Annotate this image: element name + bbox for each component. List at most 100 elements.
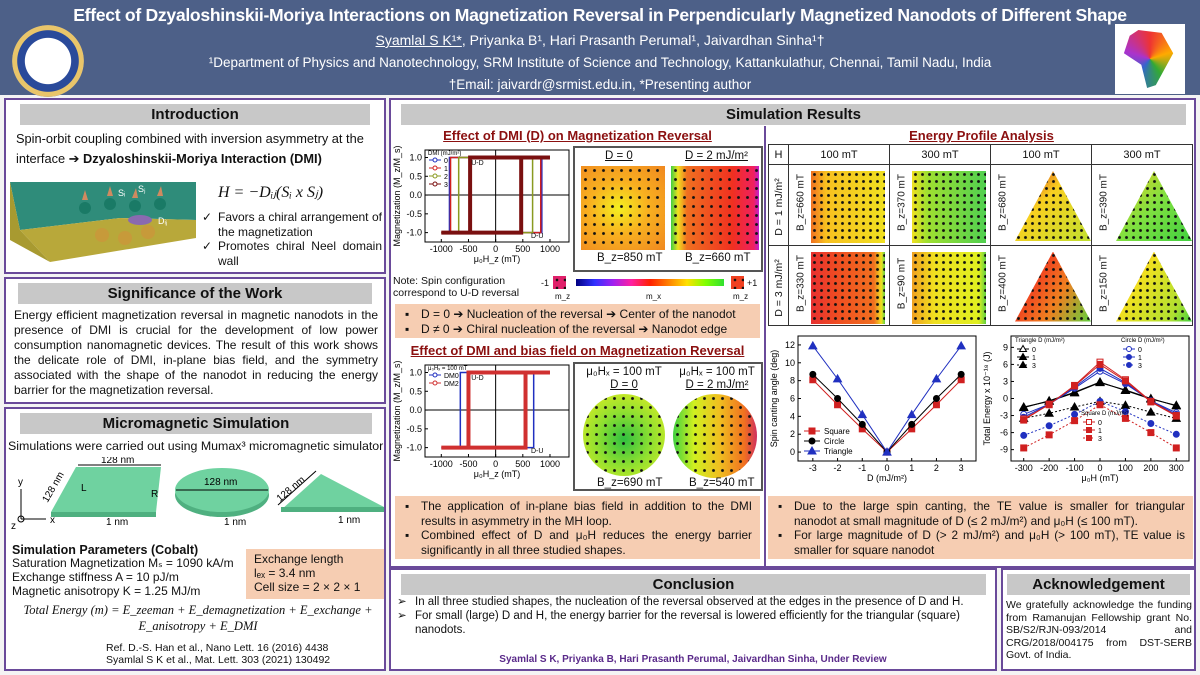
bias-subtitle: Effect of DMI and bias field on Magnetiz… [410, 343, 745, 358]
y-tick-label: 8 [790, 376, 795, 386]
field-label: B_z=90 mT [896, 257, 908, 309]
colorbar-label: m_z [555, 292, 571, 301]
reference: Syamlal S K et al., Mat. Lett. 303 (2021… [106, 654, 331, 666]
legend-label: 3 [1098, 436, 1102, 443]
data-point [432, 165, 438, 171]
y-tick-label: 1.0 [409, 368, 422, 378]
y-tick-label: -0.5 [406, 424, 422, 434]
header-cell: 100 mT [990, 144, 1092, 165]
point: ✓ Promotes chiral Neel domain wall [202, 239, 382, 268]
y-tick-label: 6 [1003, 359, 1008, 369]
table-header-row: H 100 mT 300 mT 100 mT 300 mT [768, 144, 1193, 165]
data-point [1018, 352, 1028, 360]
mz-minus-swatch [553, 276, 566, 289]
data-point [834, 401, 842, 409]
y-tick-label: 0 [790, 447, 795, 457]
dmi-vector-label: Dᵢⱼ [158, 216, 168, 226]
triangle-nanodot [281, 474, 384, 510]
y-tick-label: -1.0 [406, 228, 422, 238]
data-point [1044, 408, 1055, 417]
data-point [1147, 429, 1155, 437]
x-tick-label: 500 [515, 244, 530, 254]
field-label: B_z=330 mT [795, 254, 807, 312]
y-tick-label: 6 [790, 394, 795, 404]
annotation-du: D-U [531, 233, 543, 240]
data-point [1126, 362, 1132, 368]
co-authors: , Priyanka B¹, Hari Prasanth Perumal¹, J… [461, 32, 825, 48]
triangle-spin-map [1015, 171, 1091, 241]
dmi-value: D = 2 mJ/m² [685, 379, 749, 391]
x-tick-label: -3 [809, 463, 817, 473]
data-point [1172, 430, 1180, 438]
spin-map-cell: B_z=660 mT [788, 164, 890, 246]
spin-map-cell: B_z=370 mT [889, 164, 991, 246]
spin-i-label: Sᵢ [118, 188, 125, 198]
dmi-equation: H = −Dᵢⱼ(Sᵢ x Sⱼ) [218, 184, 324, 201]
annotation-du: D-U [531, 448, 543, 455]
dmi-row-label: D = 3 mJ/m² [773, 258, 785, 317]
y-tick-label: -3 [1000, 411, 1008, 421]
university-logo [12, 25, 84, 97]
section-title: Significance of the Work [18, 283, 372, 304]
micromagnetic-section: Micromagnetic Simulation Simulations wer… [4, 407, 386, 671]
spin-map-cell: B_z=400 mT [990, 244, 1092, 326]
axis-x-label: x [50, 515, 55, 526]
x-tick-label: 1000 [540, 244, 560, 254]
finding: Due to the large spin canting, the TE va… [776, 499, 1185, 528]
conclusion-section: Conclusion ➢ In all three studied shapes,… [389, 568, 997, 671]
x-tick-label: 500 [515, 459, 530, 469]
data-point [1045, 422, 1053, 430]
left-edge-label: L [81, 483, 87, 494]
spin-j-label: Sⱼ [138, 184, 146, 194]
point: ➢ For small (large) D and H, the energy b… [397, 610, 960, 636]
significance-section: Significance of the Work Energy efficien… [4, 277, 386, 404]
data-point [1086, 427, 1092, 433]
spin-map-cell: B_z=150 mT [1091, 244, 1193, 326]
data-point [956, 340, 967, 350]
square-spin-map [811, 251, 885, 324]
data-point [1172, 444, 1180, 452]
x-tick-label: -2 [834, 463, 842, 473]
y-axis-label: Total Energy x 10⁻¹⁸ (J) [982, 351, 992, 445]
x-tick-label: 0 [493, 459, 498, 469]
data-point [1086, 419, 1092, 425]
field-label: B_z=660 mT [685, 252, 751, 264]
data-point [1071, 410, 1079, 418]
equation-line: Total Energy (m) = E_zeeman + E_demagnet… [23, 603, 373, 617]
data-point [1018, 402, 1029, 412]
total-energy-equation: Total Energy (m) = E_zeeman + E_demagnet… [10, 602, 386, 634]
header-cell: 300 mT [889, 144, 991, 165]
x-tick-label: -500 [459, 244, 477, 254]
authors: Syamlal S K¹*, Priyanka B¹, Hari Prasant… [0, 32, 1200, 48]
y-tick-label: 12 [785, 340, 795, 350]
data-point [908, 420, 916, 428]
circle-spin-map-d2 [673, 394, 757, 478]
data-point [906, 409, 917, 419]
y-tick-label: 0.5 [409, 171, 422, 181]
x-axis-label: D (mJ/m²) [867, 473, 907, 483]
check-icon: ✓ [202, 239, 213, 253]
field-label: B_z=850 mT [597, 252, 663, 264]
x-tick-label: 0 [1097, 463, 1102, 473]
data-point [808, 437, 816, 445]
field-label: B_z=390 mT [1098, 174, 1110, 231]
bias-findings: The application of in-plane bias field i… [395, 496, 760, 559]
legend-label: 2 [444, 174, 448, 181]
data-point [1096, 401, 1104, 409]
colorbar: -1 +1 m_z m_x m_z [541, 275, 763, 305]
legend-label: 3 [444, 182, 448, 189]
y-tick-label: 0 [1003, 394, 1008, 404]
finding: For large magnitude of D (> 2 mJ/m²) and… [776, 528, 1185, 557]
data-point [809, 370, 817, 378]
data-point [832, 373, 843, 383]
intro-points: ✓ Favors a chiral arrangement of the magn… [202, 210, 382, 268]
triangle-spin-map [1116, 251, 1192, 322]
spin-config-dmi: D = 0 D = 2 mJ/m² B_z=850 mT B_z=660 mT [573, 146, 763, 272]
y-tick-label: 4 [790, 411, 795, 421]
legend-title: Circle D (mJ/m²) [1121, 338, 1165, 344]
exchange-box: Exchange length lₑₓ = 3.4 nm Cell size =… [246, 549, 384, 599]
param: Exchange stiffness A = 10 pJ/m [12, 570, 179, 584]
data-point [1145, 407, 1156, 416]
references: Ref. D.-S. Han et al., Nano Lett. 16 (20… [106, 642, 330, 666]
